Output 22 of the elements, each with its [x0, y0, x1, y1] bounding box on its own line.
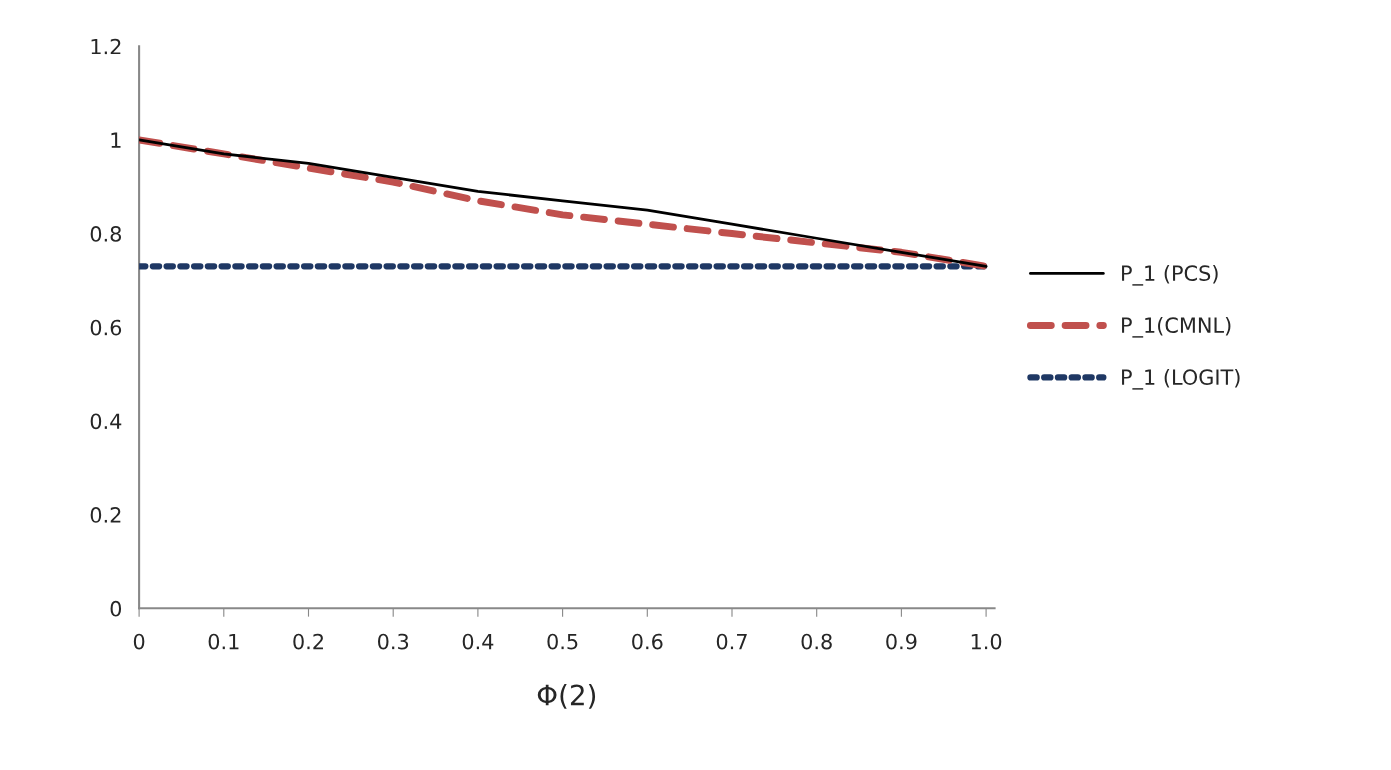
y-tick-label: 0: [110, 600, 122, 617]
y-tick-label: 0.4: [90, 413, 122, 430]
legend-label: P_1(CMNL): [1122, 316, 1231, 338]
y-tick-label: 0.6: [90, 319, 122, 336]
legend-label: P_1 (LOGIT): [1122, 368, 1240, 390]
y-tick-label: 1.2: [91, 38, 121, 55]
y-tick-label: 0.8: [90, 226, 122, 242]
legend-label: P_1 (PCS): [1122, 264, 1218, 286]
x-tick-label: 0.4: [462, 633, 494, 650]
x-tick-label: 0.7: [716, 633, 747, 650]
x-tick-label: 0.3: [378, 633, 409, 650]
x-tick-label: 0: [133, 633, 145, 650]
x-tick-label: 1.0: [971, 633, 1002, 650]
x-tick-label: 0.8: [801, 633, 832, 650]
y-tick-label: 1: [111, 132, 121, 148]
x-tick-label: 0.1: [208, 633, 239, 650]
y-tick-label: 0.2: [90, 507, 121, 523]
x-tick-label: 0.6: [632, 633, 663, 650]
x-tick-label: 0.5: [547, 633, 578, 650]
x-tick-label: 0.2: [293, 633, 323, 650]
x-axis-title: Φ(2): [537, 684, 596, 709]
x-tick-label: 0.9: [886, 633, 917, 650]
